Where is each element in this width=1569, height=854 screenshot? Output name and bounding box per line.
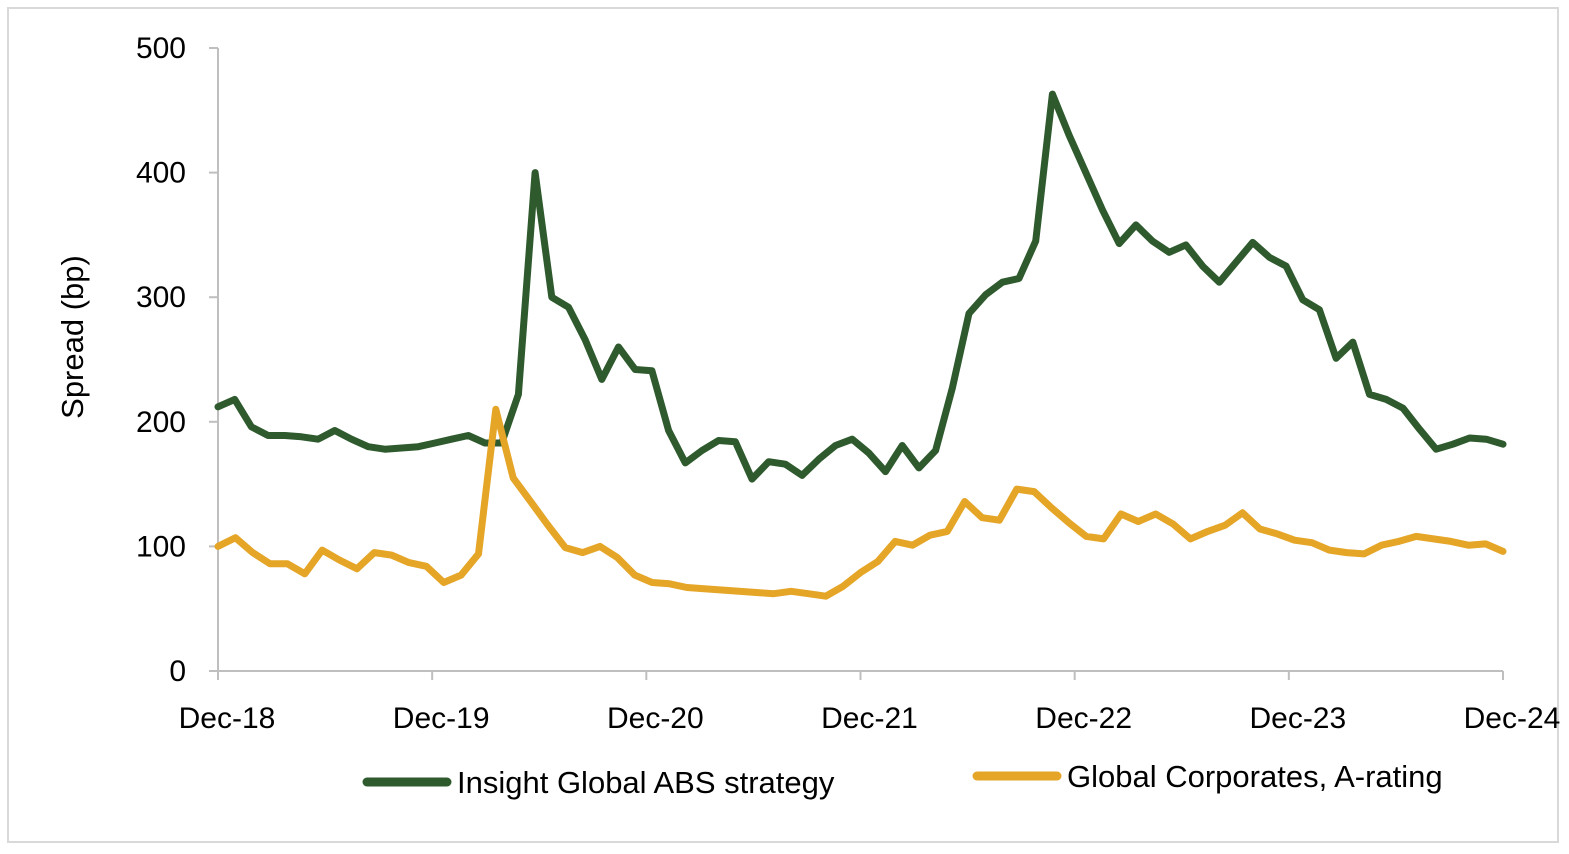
- y-tick-label: 200: [136, 406, 186, 439]
- series-line-abs: [214, 90, 1507, 483]
- axes: [209, 47, 1504, 680]
- series-lines: [214, 90, 1507, 600]
- chart-frame: [7, 7, 1559, 843]
- x-tick-label: Dec-22: [1035, 702, 1132, 735]
- x-tick-label: Dec-20: [607, 702, 704, 735]
- x-tick-label: Dec-23: [1249, 702, 1346, 735]
- legend: Insight Global ABS strategy Global Corpo…: [362, 759, 1443, 800]
- x-tick-label: Dec-19: [393, 702, 490, 735]
- y-tick-label: 500: [136, 32, 186, 65]
- y-tick-label: 0: [169, 655, 186, 688]
- y-tick-label: 300: [136, 281, 186, 314]
- x-tick-label: Dec-24: [1464, 702, 1561, 735]
- y-axis-title: Spread (bp): [55, 255, 90, 419]
- legend-label-corporates: Global Corporates, A-rating: [1067, 759, 1443, 794]
- series-line-corporates: [214, 405, 1507, 600]
- x-tick-label: Dec-18: [179, 702, 276, 735]
- y-tick-labels: 0 100 200 300 400 500: [136, 32, 186, 688]
- legend-label-abs: Insight Global ABS strategy: [457, 765, 835, 800]
- y-tick-label: 100: [136, 530, 186, 563]
- x-tick-label: Dec-21: [821, 702, 918, 735]
- y-tick-label: 400: [136, 157, 186, 190]
- x-tick-labels: Dec-18 Dec-19 Dec-20 Dec-21 Dec-22 Dec-23 Dec-…: [179, 702, 1561, 735]
